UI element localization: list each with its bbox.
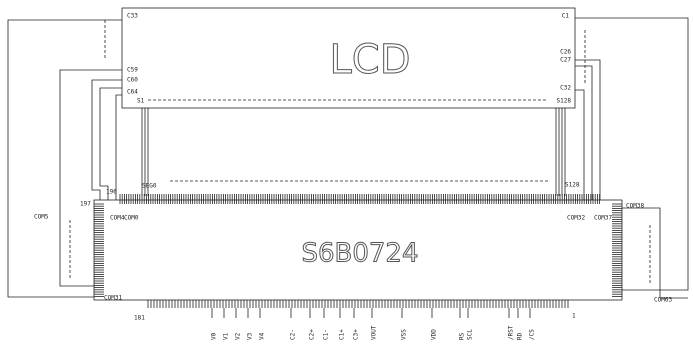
label: C26 <box>560 49 571 56</box>
label: COM5 <box>34 214 49 221</box>
label: C64 <box>127 89 138 96</box>
label: SEG0 <box>142 183 157 190</box>
chip-title: S6B0724 <box>301 239 418 269</box>
label: V3 <box>247 332 254 340</box>
wire <box>59 69 122 287</box>
label: V4 <box>259 332 266 340</box>
label: C33 <box>127 13 138 20</box>
label: COM31 <box>104 295 122 302</box>
lcd-title: LCD <box>329 37 410 83</box>
label: V0 <box>211 332 218 340</box>
label: COM63 <box>654 297 672 304</box>
label: C3+ <box>353 329 360 340</box>
label: C59 <box>127 67 138 74</box>
label: COM32 <box>567 215 585 222</box>
label: C2+ <box>309 329 316 340</box>
lcd-panel <box>121 7 576 109</box>
wire <box>622 207 688 299</box>
wire <box>115 94 122 200</box>
label: /CS <box>529 329 536 340</box>
label: SCL <box>467 329 474 340</box>
label: VOUT <box>371 325 378 340</box>
label: 181 <box>134 315 145 322</box>
label: C32 <box>560 85 571 92</box>
label: 197 <box>80 201 91 208</box>
label: C1 <box>562 13 570 20</box>
label: V2 <box>235 332 242 340</box>
label: COM4 <box>110 215 125 222</box>
label: RS <box>459 332 466 340</box>
label: V1 <box>223 332 230 340</box>
label: C60 <box>127 77 138 84</box>
wire <box>91 79 122 200</box>
label: RD <box>517 332 524 340</box>
label: VDD <box>431 329 438 340</box>
wire <box>575 59 601 200</box>
label: COM37 <box>594 215 612 222</box>
wire <box>575 17 689 291</box>
label: S1 <box>137 98 145 105</box>
label: COM0 <box>124 215 139 222</box>
label: C1- <box>323 329 330 340</box>
label: C2- <box>290 329 297 340</box>
label: 1 <box>572 313 576 320</box>
label: S128 <box>557 98 572 105</box>
label: S128 <box>565 182 580 189</box>
label: VSS <box>401 329 408 340</box>
label: COM38 <box>626 203 644 210</box>
wire <box>99 87 122 200</box>
label: /RST <box>508 325 515 340</box>
wire <box>575 89 585 200</box>
label: C1+ <box>339 329 346 340</box>
label: 196 <box>106 189 117 196</box>
label: C27 <box>560 57 571 64</box>
wire <box>575 65 593 200</box>
wire <box>7 19 122 298</box>
